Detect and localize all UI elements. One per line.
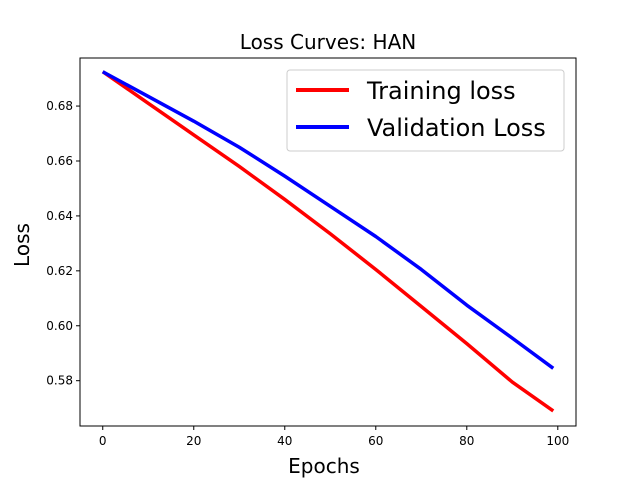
plot-frame [79,57,577,427]
y-tick-label: 0.66 [46,154,73,168]
y-axis-title: Loss [10,223,34,267]
y-tick-label: 0.62 [46,264,73,278]
series-line-2 [101,70,555,370]
series-line-1 [101,70,555,413]
plot-area [101,70,555,413]
legend-label-2: Validation Loss [367,114,546,142]
y-tick-label: 0.60 [46,319,73,333]
y-tick-label: 0.68 [46,99,73,113]
y-tick-label: 0.58 [46,374,73,388]
legend: Training loss Validation Loss [286,69,565,152]
x-tick-label: 20 [186,434,201,448]
legend-label-1: Training loss [366,77,516,105]
x-tick-label: 40 [277,434,292,448]
x-axis-title: Epochs [288,454,360,478]
y-tick-label: 0.64 [46,209,73,223]
x-tick-label: 60 [368,434,383,448]
x-tick-label: 100 [546,434,569,448]
x-tick-label: 80 [459,434,474,448]
axes: 0 20 40 60 80 100 0.58 0.60 0.62 0.64 0.66 0.68 [46,57,577,448]
legend-box [286,69,565,152]
chart-title: Loss Curves: HAN [240,30,416,54]
x-tick-label: 0 [99,434,107,448]
